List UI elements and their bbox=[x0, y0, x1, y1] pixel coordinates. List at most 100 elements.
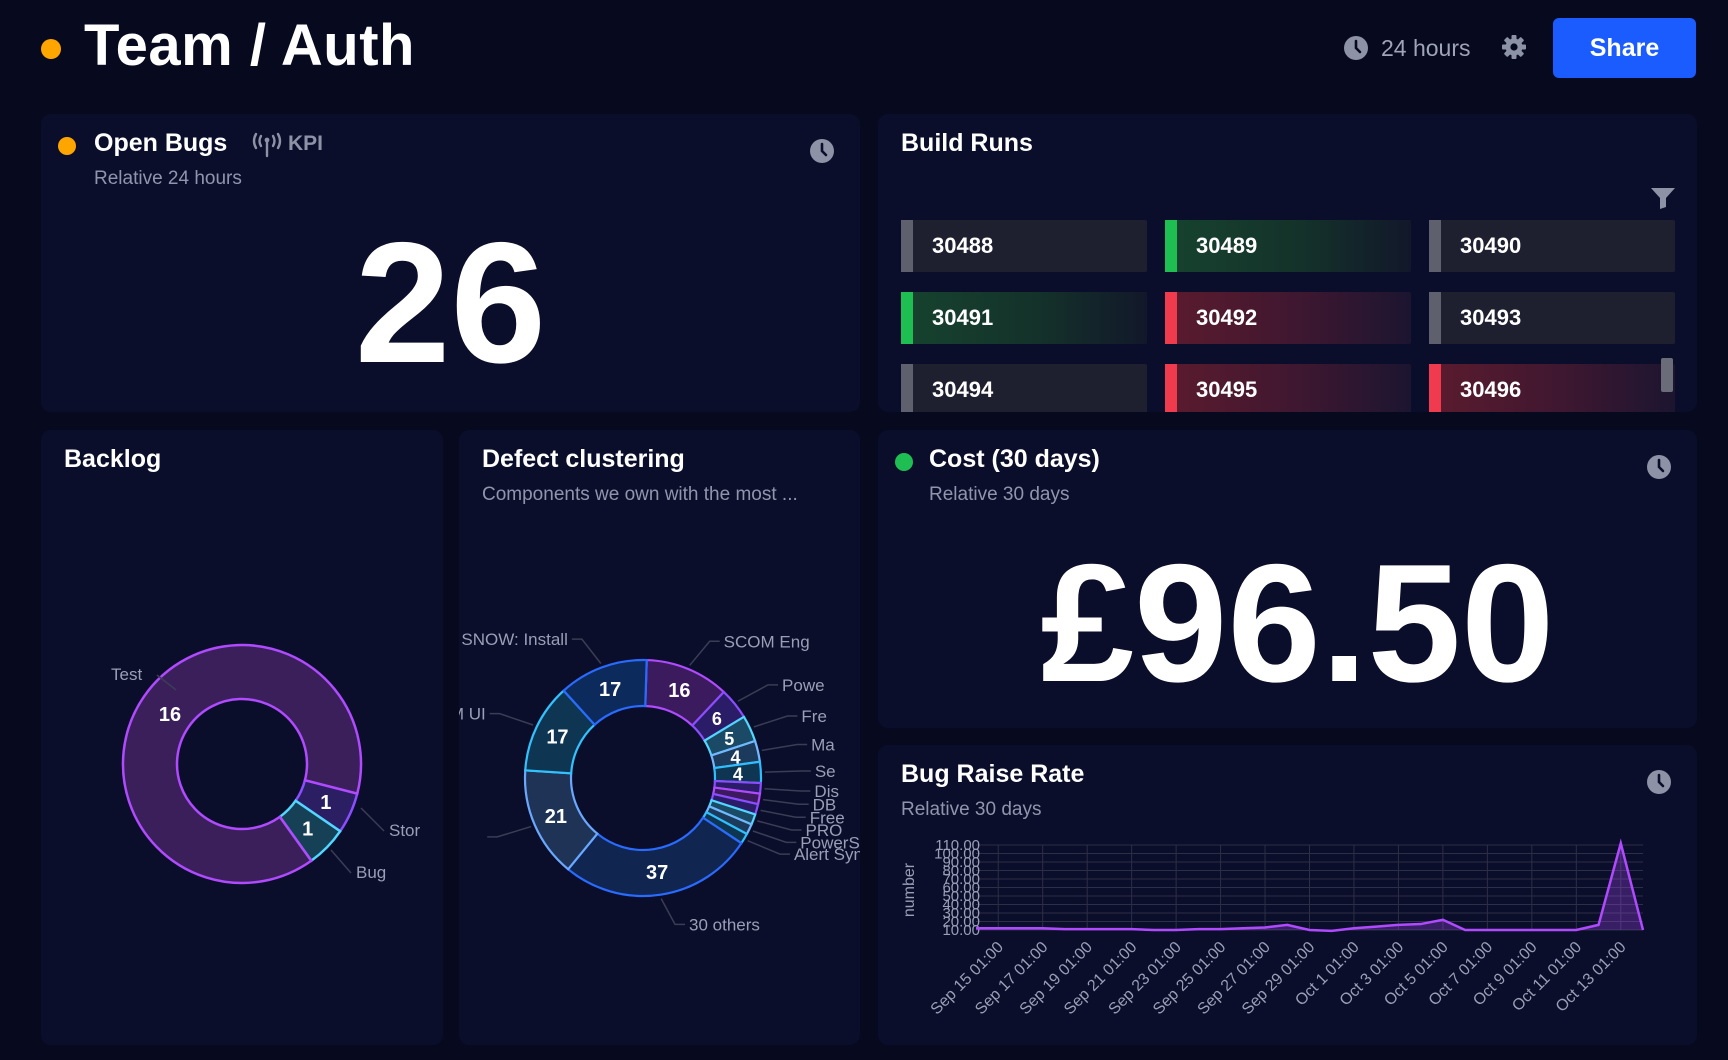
top-bar: Team / Auth 24 hours Share bbox=[0, 0, 1728, 100]
leader-line bbox=[764, 787, 811, 792]
build-status-bar bbox=[1429, 364, 1441, 412]
build-run-label: 30488 bbox=[932, 233, 994, 258]
slice-value-label: 5 bbox=[724, 729, 734, 749]
build-run-tile[interactable]: 30490 bbox=[1429, 220, 1675, 272]
build-status-bar bbox=[1429, 220, 1441, 272]
slice-value-label: 4 bbox=[731, 747, 741, 767]
build-run-tile[interactable]: 30493 bbox=[1429, 292, 1675, 344]
y-axis-label: number bbox=[901, 862, 918, 917]
slice-value-label: 17 bbox=[599, 679, 621, 701]
category-label: Stor bbox=[389, 821, 421, 840]
status-dot bbox=[58, 137, 76, 155]
bug-raise-rate-chart: 10.0020.0030.0040.0050.0060.0070.0080.00… bbox=[901, 837, 1645, 1018]
leader-line bbox=[760, 809, 806, 819]
category-label: Fre bbox=[801, 707, 827, 726]
build-run-tile[interactable]: 30496 bbox=[1429, 364, 1675, 412]
gear-icon[interactable] bbox=[1500, 33, 1528, 61]
filter-icon[interactable] bbox=[1650, 186, 1676, 210]
leader-line bbox=[156, 674, 177, 691]
category-label: Dis bbox=[814, 782, 839, 801]
slice-value-label: 21 bbox=[545, 806, 567, 828]
series-line[interactable] bbox=[976, 838, 1645, 933]
build-status-bar bbox=[1429, 292, 1441, 344]
category-label: Free bbox=[810, 808, 845, 827]
clock-icon[interactable] bbox=[1646, 454, 1672, 480]
clock-icon[interactable] bbox=[809, 138, 835, 164]
build-run-label: 30489 bbox=[1196, 233, 1258, 258]
leader-line bbox=[764, 770, 811, 773]
category-label: SCOM Eng bbox=[724, 632, 810, 651]
donut-slice[interactable] bbox=[121, 643, 363, 885]
build-run-tile[interactable]: 30495 bbox=[1165, 364, 1411, 412]
cost-title: Cost (30 days) bbox=[929, 445, 1100, 473]
category-label: SNOW: Install bbox=[461, 630, 567, 649]
build-runs-panel: Build Runs 30488 30489 30490 30491 30492 3049… bbox=[878, 114, 1697, 412]
build-run-tile[interactable]: 30491 bbox=[901, 292, 1147, 344]
backlog-donut-chart: 11 16 Test Stor Bug bbox=[111, 643, 421, 885]
category-label: Bug bbox=[356, 863, 386, 882]
leader-line bbox=[689, 640, 720, 666]
cost-panel: Cost (30 days) Relative 30 days £96.50 bbox=[878, 430, 1697, 728]
build-status-bar bbox=[901, 364, 913, 412]
y-tick-label: 10.00 bbox=[942, 922, 980, 939]
cost-value: £96.50 bbox=[1040, 529, 1555, 717]
build-status-bar bbox=[901, 220, 913, 272]
defect-clustering-subtitle: Components we own with the most ... bbox=[482, 484, 798, 505]
clock-icon[interactable] bbox=[1646, 769, 1672, 795]
time-range-label: 24 hours bbox=[1381, 34, 1471, 61]
build-run-tile[interactable]: 30489 bbox=[1165, 220, 1411, 272]
defect-clustering-title: Defect clustering bbox=[482, 445, 685, 473]
donut-slice[interactable] bbox=[562, 658, 648, 727]
slice-value-label: 37 bbox=[646, 862, 668, 884]
slice-value-label: 1 bbox=[302, 818, 313, 840]
leader-line bbox=[330, 849, 352, 874]
build-runs-title: Build Runs bbox=[901, 129, 1033, 157]
leader-line bbox=[762, 798, 809, 806]
category-label: Test bbox=[111, 665, 142, 684]
leader-line bbox=[753, 715, 798, 728]
clock-icon bbox=[1344, 36, 1368, 60]
broadcast-icon bbox=[252, 132, 282, 158]
build-run-label: 30495 bbox=[1196, 377, 1258, 402]
y-tick-label: 30.00 bbox=[942, 905, 980, 922]
leader-line bbox=[747, 840, 790, 855]
leader-line bbox=[489, 712, 534, 726]
build-run-label: 30493 bbox=[1460, 305, 1522, 330]
scrollbar-thumb[interactable] bbox=[1661, 358, 1673, 392]
build-run-tile[interactable]: 30488 bbox=[901, 220, 1147, 272]
build-run-tile[interactable]: 30494 bbox=[901, 364, 1147, 412]
bug-raise-rate-panel: Bug Raise Rate Relative 30 days 10.00 20.… bbox=[878, 745, 1697, 1045]
category-label: DB bbox=[813, 795, 837, 814]
defect-clustering-panel: Defect clustering Components we own with… bbox=[459, 430, 860, 1045]
build-status-bar bbox=[1165, 364, 1177, 412]
bug-raise-rate-title: Bug Raise Rate bbox=[901, 760, 1085, 788]
open-bugs-panel: Open Bugs KPI Relative 24 hours 26 bbox=[41, 114, 860, 412]
status-dot bbox=[41, 39, 61, 59]
slice-value-label: 16 bbox=[668, 680, 690, 702]
build-status-bar bbox=[1165, 220, 1177, 272]
build-run-label: 30496 bbox=[1460, 377, 1522, 402]
category-label: PowerS bbox=[800, 833, 860, 852]
share-button[interactable]: Share bbox=[1553, 18, 1696, 78]
time-range-picker[interactable]: 24 hours bbox=[1343, 30, 1471, 66]
category-label: Ma bbox=[811, 735, 835, 754]
leader-line bbox=[757, 820, 802, 831]
slice-value-label: 1 bbox=[320, 792, 331, 814]
leader-line bbox=[660, 898, 686, 926]
y-tick-label: 100.00 bbox=[934, 846, 980, 863]
leader-line bbox=[571, 638, 602, 664]
build-run-tile[interactable]: 30492 bbox=[1165, 292, 1411, 344]
y-tick-label: 80.00 bbox=[942, 863, 980, 880]
y-tick-label: 50.00 bbox=[942, 888, 980, 905]
open-bugs-title: Open Bugs bbox=[94, 129, 228, 157]
build-run-label: 30491 bbox=[932, 305, 994, 330]
y-tick-label: 90.00 bbox=[942, 854, 980, 871]
category-label: OM UI bbox=[459, 705, 486, 724]
backlog-panel: Backlog 1 1 16 Test Stor Bug bbox=[41, 430, 443, 1045]
slice-value-label: 4 bbox=[733, 764, 743, 784]
category-label: 30 others bbox=[689, 915, 760, 934]
backlog-title: Backlog bbox=[64, 445, 162, 473]
build-run-label: 30490 bbox=[1460, 233, 1522, 258]
build-status-bar bbox=[1165, 292, 1177, 344]
